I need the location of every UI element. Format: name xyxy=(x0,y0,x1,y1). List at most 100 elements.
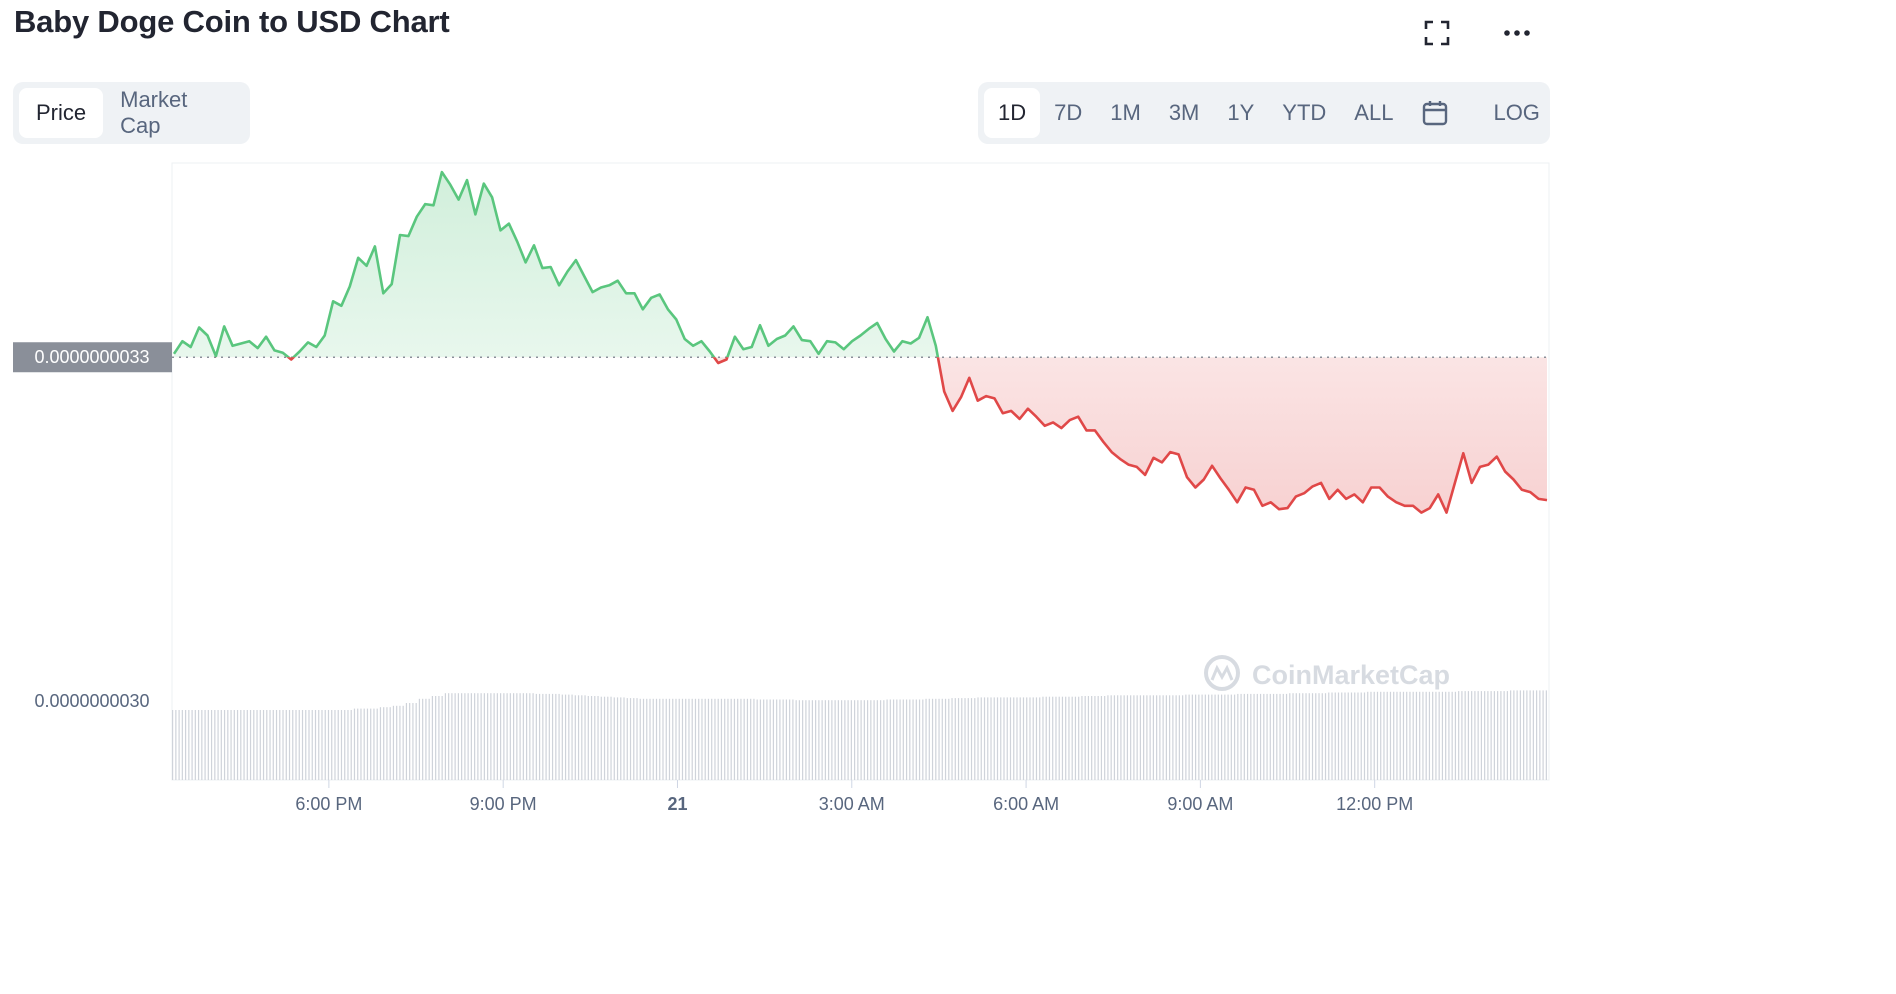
range-all[interactable]: ALL xyxy=(1354,100,1394,125)
volume-bar xyxy=(620,697,622,780)
volume-bar xyxy=(1526,690,1528,780)
volume-bar xyxy=(1458,691,1460,780)
volume-bar xyxy=(847,700,849,780)
volume-bar xyxy=(487,693,489,780)
volume-bar xyxy=(746,698,749,780)
volume-bar xyxy=(1308,693,1310,780)
volume-bar xyxy=(373,708,375,780)
volume-bar xyxy=(691,698,693,780)
volume-bar xyxy=(909,699,911,780)
volume-bar xyxy=(983,697,986,780)
volume-bar xyxy=(1065,696,1067,780)
volume-bar xyxy=(1159,695,1161,780)
volume-bar xyxy=(1542,690,1544,780)
volume-bar xyxy=(1324,693,1327,780)
volume-bar xyxy=(1422,691,1424,780)
volume-bar xyxy=(883,700,885,780)
volume-bar xyxy=(805,700,807,780)
range-1d[interactable]: 1D xyxy=(984,88,1041,138)
tab-price[interactable]: Price xyxy=(19,88,104,138)
volume-bar xyxy=(1032,697,1034,780)
volume-bar xyxy=(668,698,671,780)
volume-bar xyxy=(311,710,313,780)
volume-bar xyxy=(314,710,317,780)
volume-bar xyxy=(467,693,469,780)
volume-bar xyxy=(1428,691,1431,780)
area-fill-above xyxy=(174,172,938,358)
volume-bar xyxy=(402,705,404,780)
range-3m[interactable]: 3M xyxy=(1168,100,1200,125)
volume-bar xyxy=(905,699,908,780)
volume-bar xyxy=(941,698,943,780)
volume-bar xyxy=(987,697,989,780)
volume-bar xyxy=(935,698,937,780)
volume-bar xyxy=(490,693,492,780)
volume-bar xyxy=(1208,694,1210,780)
calendar-icon[interactable] xyxy=(1407,88,1463,138)
volume-bar xyxy=(1246,693,1249,780)
volume-bar xyxy=(1490,691,1492,780)
more-icon[interactable] xyxy=(1500,18,1530,48)
range-1y[interactable]: 1Y xyxy=(1227,100,1255,125)
volume-bar xyxy=(1435,691,1437,780)
volume-bar xyxy=(376,708,378,780)
volume-bar xyxy=(262,710,265,780)
volume-bar xyxy=(383,707,385,780)
volume-bar xyxy=(1201,694,1203,780)
volume-bar xyxy=(1493,691,1495,780)
volume-bar xyxy=(1165,695,1167,780)
volume-bar xyxy=(1139,695,1141,780)
volume-bar xyxy=(1516,690,1518,780)
volume-bar xyxy=(1376,691,1379,780)
volume-bar xyxy=(1006,697,1008,780)
volume-bar xyxy=(1373,691,1375,780)
range-1m[interactable]: 1M xyxy=(1110,100,1141,125)
volume-bar xyxy=(337,710,339,780)
log-toggle[interactable]: LOG xyxy=(1493,100,1540,125)
volume-bar xyxy=(451,693,453,780)
volume-bar xyxy=(633,698,635,780)
volume-bar xyxy=(243,710,245,780)
volume-bar xyxy=(964,698,966,780)
volume-bar xyxy=(396,705,398,780)
tab-market-cap[interactable]: Market Cap xyxy=(120,87,188,138)
volume-bar xyxy=(1009,697,1012,780)
volume-bar xyxy=(1415,691,1418,780)
volume-bar xyxy=(1152,695,1154,780)
volume-bar xyxy=(266,710,268,780)
volume-bar xyxy=(480,693,482,780)
volume-bar xyxy=(1120,695,1122,780)
volume-bar xyxy=(1350,692,1353,780)
volume-bar xyxy=(1029,697,1031,780)
volume-bar xyxy=(967,698,969,780)
volume-bar xyxy=(912,699,914,780)
volume-bar xyxy=(1539,690,1541,780)
volume-bar xyxy=(389,707,391,780)
volume-bar xyxy=(529,693,531,780)
volume-bar xyxy=(1136,695,1138,780)
fullscreen-icon[interactable] xyxy=(1422,18,1452,48)
volume-bar xyxy=(879,700,882,780)
volume-bar xyxy=(207,710,209,780)
volume-bar xyxy=(1022,697,1025,780)
volume-bar xyxy=(1441,691,1444,780)
volume-bar xyxy=(285,710,287,780)
range-7d[interactable]: 7D xyxy=(1054,100,1083,125)
x-tick-label: 9:00 PM xyxy=(470,794,537,814)
volume-bar xyxy=(1198,694,1200,780)
range-ytd[interactable]: YTD xyxy=(1282,100,1327,125)
volume-bar xyxy=(1087,696,1090,780)
volume-bar xyxy=(681,698,684,780)
volume-bar xyxy=(590,696,593,780)
volume-bar xyxy=(1311,693,1314,780)
volume-bar xyxy=(733,698,736,780)
volume-bar xyxy=(1117,695,1119,780)
volume-bar xyxy=(223,710,226,780)
volume-bar xyxy=(370,708,372,780)
volume-bar xyxy=(1383,691,1385,780)
volume-bar xyxy=(1363,692,1366,780)
volume-bar xyxy=(1217,694,1219,780)
volume-bar xyxy=(1263,693,1265,780)
volume-bar xyxy=(1445,691,1447,780)
reference-badge: 0.0000000033 xyxy=(13,342,172,373)
